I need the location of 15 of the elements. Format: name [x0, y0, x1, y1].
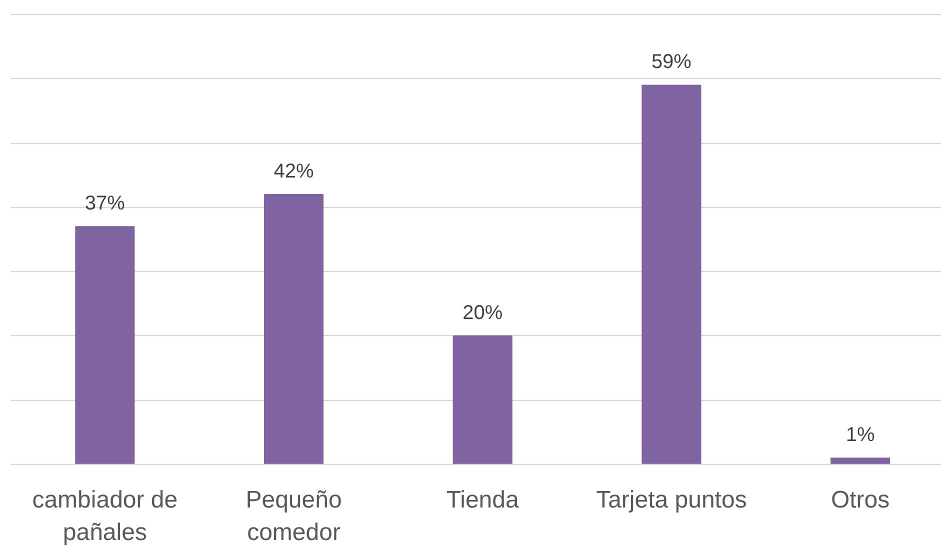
- data-label: 42%: [274, 160, 314, 182]
- x-tick-label: Tienda: [446, 486, 520, 514]
- x-tick-label: Otros: [830, 486, 890, 514]
- bar: [452, 335, 512, 464]
- x-tick-label: cambiador de pañales: [32, 486, 178, 546]
- bar: [264, 194, 324, 464]
- bar: [830, 458, 890, 464]
- data-label: 20%: [462, 302, 503, 324]
- data-label: 37%: [84, 192, 126, 215]
- bar: [642, 84, 702, 464]
- bar: [75, 226, 135, 464]
- x-tick-label: Tarjeta puntos: [596, 486, 747, 514]
- data-label: 1%: [846, 424, 875, 446]
- data-label: 59%: [651, 51, 692, 74]
- x-tick-label: Pequeño comedor: [246, 486, 342, 546]
